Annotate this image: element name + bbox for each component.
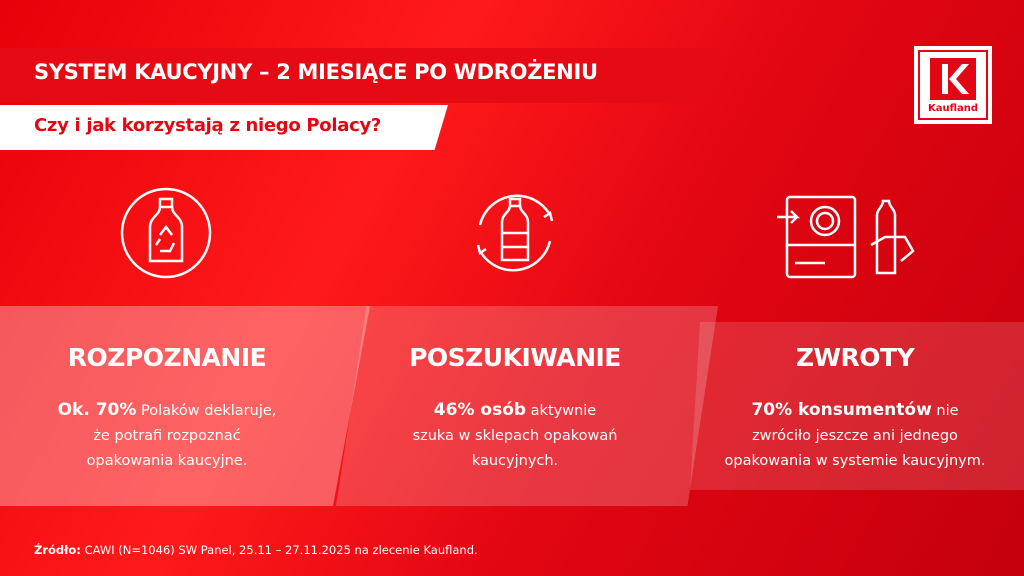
column-heading: ROZPOZNANIE xyxy=(67,343,267,372)
text-line: opakowania kaucyjne. xyxy=(86,453,248,469)
panel-recognition xyxy=(0,306,370,506)
text-line: aktywnie xyxy=(526,403,597,419)
bottle-recycle-icon xyxy=(120,187,212,279)
panel-returns xyxy=(690,322,1024,490)
text-line: nie xyxy=(931,403,959,419)
column-text: Ok. 70% Polaków deklaruje, że potrafi roz… xyxy=(0,398,337,474)
subtitle-banner xyxy=(0,105,448,150)
column-text: 70% konsumentów nie zwróciło jeszcze ani … xyxy=(685,398,1024,474)
highlight-stat: 70% konsumentów xyxy=(751,400,932,420)
kaufland-logo: Kaufland xyxy=(914,46,992,124)
column-heading: POSZUKIWANIE xyxy=(409,343,621,372)
text-line: kaucyjnych. xyxy=(471,453,559,469)
highlight-stat: 46% osób xyxy=(433,400,527,420)
logo-text: Kaufland xyxy=(927,103,979,114)
source-label: Źródło: xyxy=(34,543,81,557)
column-returns: ZWROTY 70% konsumentów nie zwróciło jeszc… xyxy=(685,343,1024,474)
page-title: SYSTEM KAUCYJNY – 2 MIESIĄCE PO WDROŻENI… xyxy=(34,60,598,84)
title-banner xyxy=(0,48,720,103)
highlight-stat: Ok. 70% xyxy=(57,400,137,420)
page-subtitle: Czy i jak korzystają z niego Polacy? xyxy=(34,115,382,136)
return-machine-hand-bottle-icon xyxy=(777,195,915,279)
kaufland-k-icon xyxy=(930,58,976,100)
text-line: opakowania w systemie kaucyjnym. xyxy=(724,453,986,469)
column-recognition: ROZPOZNANIE Ok. 70% Polaków deklaruje, że… xyxy=(0,343,337,474)
column-search: POSZUKIWANIE 46% osób aktywnie szuka w sk… xyxy=(345,343,685,474)
column-heading: ZWROTY xyxy=(795,343,915,372)
text-line: zwróciło jeszcze ani jednego xyxy=(752,428,958,444)
text-line: że potrafi rozpoznać xyxy=(93,428,241,444)
column-text: 46% osób aktywnie szuka w sklepach opakow… xyxy=(345,398,685,474)
source-text: CAWI (N=1046) SW Panel, 25.11 – 27.11.20… xyxy=(80,543,478,557)
panel-search xyxy=(336,306,718,506)
source-note: Źródło: CAWI (N=1046) SW Panel, 25.11 – … xyxy=(34,543,478,557)
text-line: szuka w sklepach opakowań xyxy=(412,428,618,444)
bottle-cycle-arrows-icon xyxy=(476,194,554,272)
text-line: Polaków deklaruje, xyxy=(136,403,277,419)
